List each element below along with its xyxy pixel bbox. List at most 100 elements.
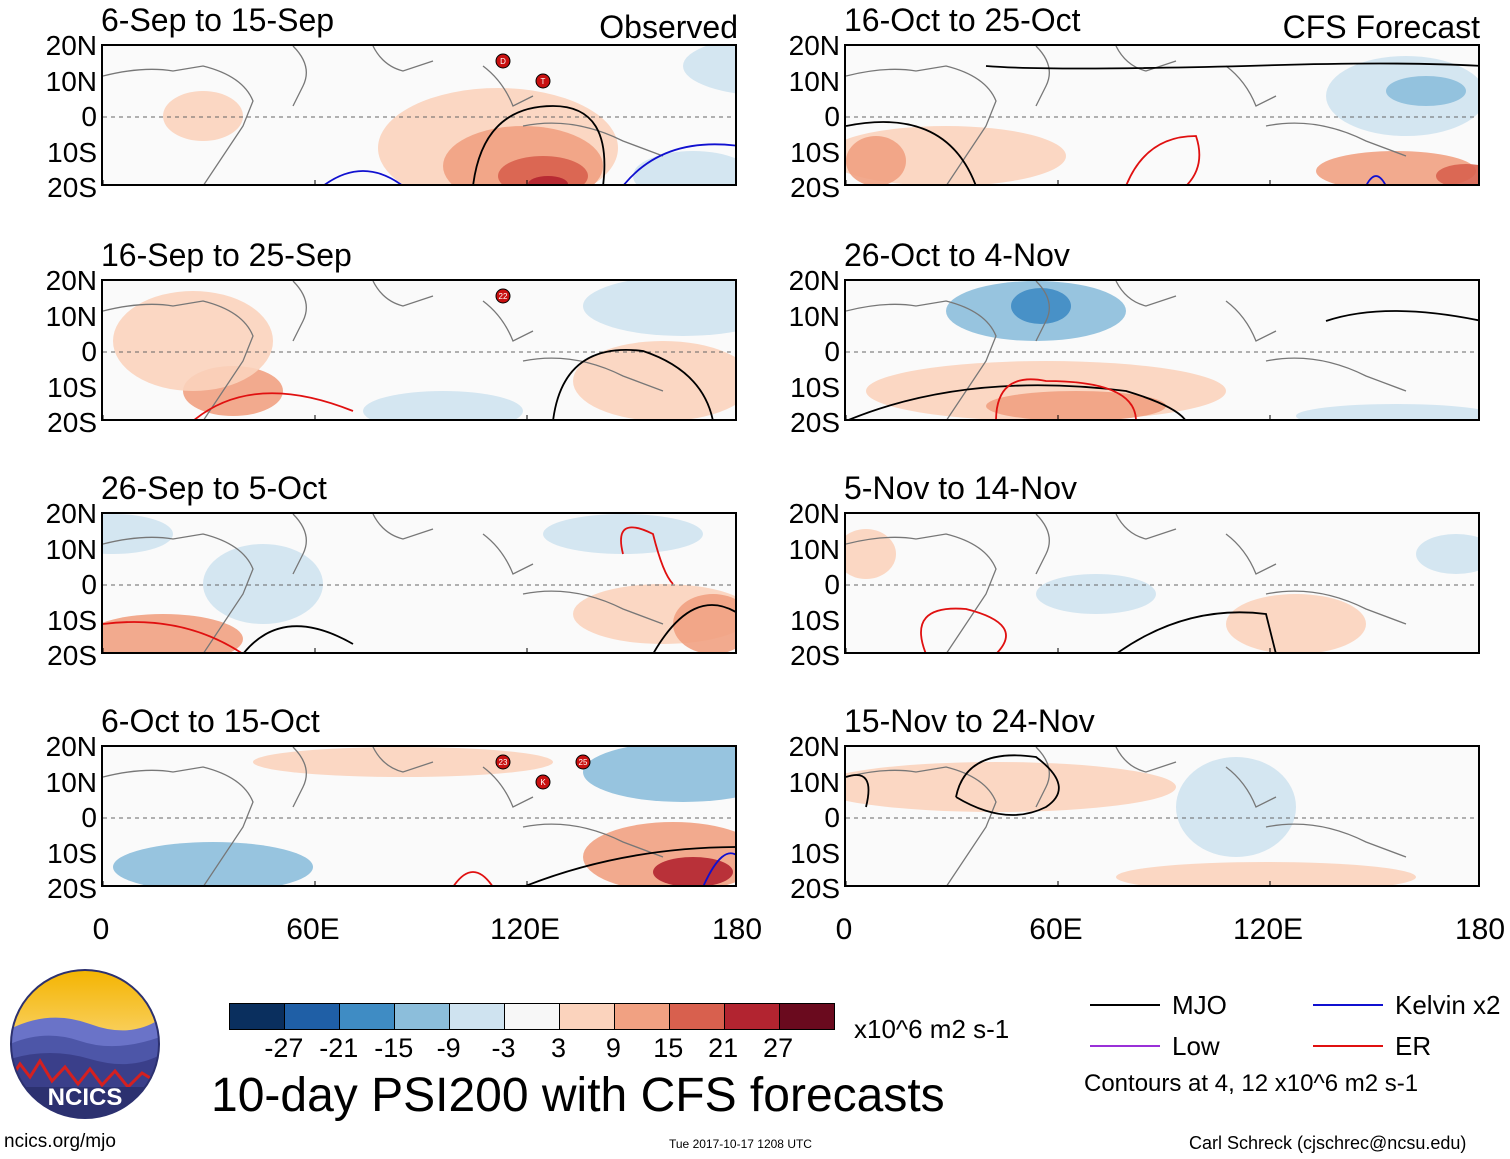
panel-title: 6-Oct to 15-Oct bbox=[101, 703, 320, 739]
lat-tick-label: 10N bbox=[788, 766, 840, 798]
panel-title: 6-Sep to 15-Sep bbox=[101, 2, 335, 38]
colorbar-tick-label: 9 bbox=[605, 1033, 621, 1063]
coastline bbox=[103, 514, 664, 652]
shaded-anomaly bbox=[1226, 594, 1366, 652]
shaded-anomaly bbox=[1316, 151, 1476, 184]
shaded-anomaly bbox=[363, 391, 523, 419]
lon-tick-label: 0 bbox=[835, 913, 853, 946]
storm-marker: 23 bbox=[495, 754, 511, 770]
panel-title: 26-Sep to 5-Oct bbox=[101, 470, 327, 506]
colorbar-swatch bbox=[725, 1004, 780, 1029]
shaded-anomaly bbox=[1436, 164, 1478, 184]
colorbar-tick-label: -15 bbox=[374, 1033, 414, 1063]
contour-line bbox=[453, 871, 493, 885]
storm-marker: 22 bbox=[495, 288, 511, 304]
ncics-logo: NCICS bbox=[10, 969, 160, 1119]
lat-tick-label: 0 bbox=[824, 336, 840, 367]
coastline bbox=[103, 747, 664, 885]
map-panel bbox=[844, 279, 1480, 421]
panel-title: 16-Sep to 25-Sep bbox=[101, 237, 352, 273]
shaded-anomaly bbox=[543, 514, 703, 554]
lon-tick-label: 60E bbox=[1029, 913, 1083, 946]
panel-title: 5-Nov to 14-Nov bbox=[844, 470, 1077, 506]
footer-url[interactable]: ncics.org/mjo bbox=[4, 1131, 116, 1152]
svg-text:K: K bbox=[540, 778, 546, 787]
map-plot bbox=[103, 514, 735, 652]
svg-text:23: 23 bbox=[499, 758, 508, 767]
shaded-anomaly bbox=[528, 176, 568, 184]
contour-line bbox=[1117, 611, 1277, 652]
contour-line bbox=[243, 625, 354, 652]
colorbar-swatch bbox=[450, 1004, 505, 1029]
coastline bbox=[103, 281, 664, 419]
lat-tick-label: 10N bbox=[788, 533, 840, 565]
contour-line bbox=[103, 621, 242, 652]
storm-marker: T bbox=[535, 73, 551, 89]
panel-title: 15-Nov to 24-Nov bbox=[844, 703, 1095, 739]
lon-tick-label: 180 bbox=[711, 913, 763, 946]
colorbar-swatch bbox=[340, 1004, 395, 1029]
map-panel: 23 K 25 bbox=[101, 745, 737, 887]
colorbar-tick-label: 3 bbox=[550, 1033, 566, 1063]
lat-tick-label: 20S bbox=[47, 873, 97, 904]
lat-tick-label: 10S bbox=[47, 837, 97, 869]
coastline bbox=[846, 514, 1407, 652]
colorbar-swatch bbox=[615, 1004, 670, 1029]
shaded-anomaly bbox=[673, 594, 735, 652]
legend-label: ER bbox=[1395, 1031, 1432, 1061]
lat-tick-label: 0 bbox=[81, 569, 97, 600]
contour-line bbox=[623, 143, 735, 184]
contour-line bbox=[525, 846, 735, 885]
lat-tick-label: 20S bbox=[790, 172, 840, 203]
coastline bbox=[103, 46, 664, 184]
colorbar-tick-label: -27 bbox=[264, 1033, 304, 1063]
lat-tick-label: 20S bbox=[47, 640, 97, 671]
storm-marker: K bbox=[535, 774, 551, 790]
shaded-anomaly bbox=[653, 857, 733, 885]
contour-line bbox=[324, 170, 402, 184]
lat-tick-label: 20N bbox=[45, 731, 97, 762]
map-plot bbox=[846, 747, 1478, 885]
forecast-column-label: CFS Forecast bbox=[1282, 9, 1480, 45]
map-plot bbox=[846, 46, 1478, 184]
map-plot bbox=[846, 281, 1478, 419]
shaded-anomaly bbox=[986, 391, 1166, 419]
colorbar-swatch bbox=[230, 1004, 285, 1029]
lat-tick-label: 10N bbox=[45, 533, 97, 565]
map-panel bbox=[844, 512, 1480, 654]
contour-line bbox=[985, 62, 1478, 70]
contour-line bbox=[1366, 175, 1386, 184]
lat-tick-label: 20N bbox=[45, 498, 97, 529]
contour-line bbox=[702, 852, 735, 885]
lat-tick-label: 0 bbox=[81, 101, 97, 132]
colorbar bbox=[229, 1003, 835, 1030]
colorbar-swatch bbox=[670, 1004, 725, 1029]
colorbar-swatch bbox=[780, 1004, 834, 1029]
lat-tick-label: 20S bbox=[790, 873, 840, 904]
shaded-anomaly bbox=[1116, 862, 1416, 885]
lat-tick-label: 10N bbox=[45, 300, 97, 332]
lat-tick-label: 20N bbox=[788, 498, 840, 529]
lat-tick-label: 10S bbox=[47, 371, 97, 403]
map-panel bbox=[844, 44, 1480, 186]
shaded-anomaly bbox=[103, 614, 243, 652]
lat-tick-label: 20S bbox=[47, 172, 97, 203]
lat-tick-label: 20S bbox=[47, 407, 97, 438]
lat-tick-label: 0 bbox=[824, 101, 840, 132]
lat-tick-label: 20N bbox=[45, 265, 97, 296]
contour-line bbox=[653, 604, 735, 652]
lat-tick-label: 10S bbox=[790, 837, 840, 869]
lat-tick-label: 20N bbox=[788, 30, 840, 61]
lat-tick-label: 10N bbox=[788, 300, 840, 332]
storm-marker: 25 bbox=[575, 754, 591, 770]
coastline bbox=[846, 281, 1407, 419]
map-plot: 23 K 25 bbox=[103, 747, 735, 885]
shaded-anomaly bbox=[203, 544, 323, 624]
lat-tick-label: 20N bbox=[45, 30, 97, 61]
shaded-anomaly bbox=[1176, 757, 1296, 857]
panel-title: 26-Oct to 4-Nov bbox=[844, 237, 1070, 273]
shaded-anomaly bbox=[1036, 574, 1156, 614]
legend-line bbox=[1090, 1045, 1160, 1047]
lat-tick-label: 0 bbox=[81, 802, 97, 833]
